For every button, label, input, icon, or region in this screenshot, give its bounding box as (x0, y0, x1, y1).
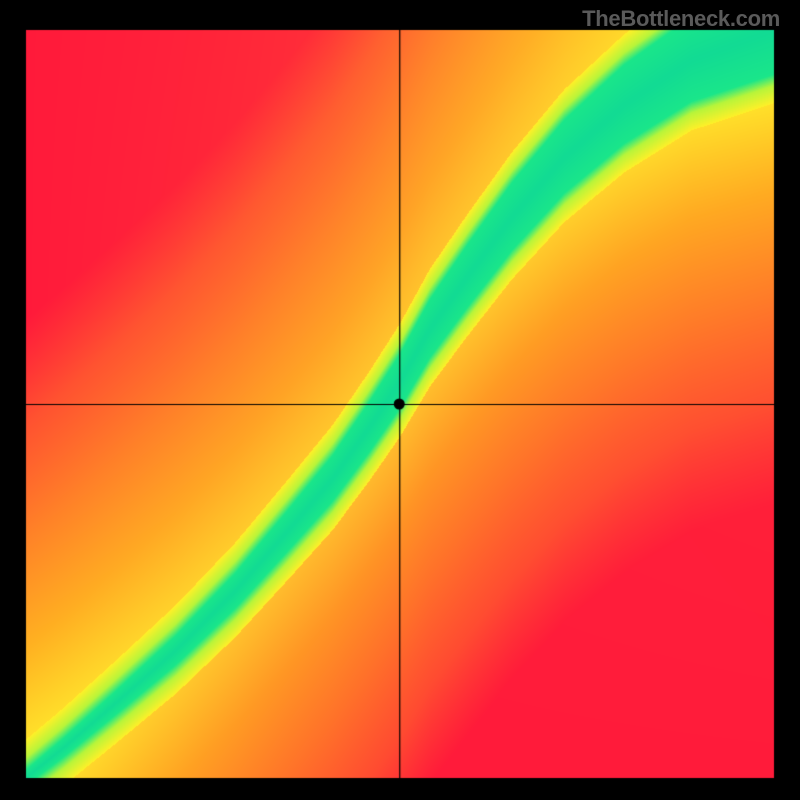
bottleneck-heatmap (0, 0, 800, 800)
chart-container: TheBottleneck.com (0, 0, 800, 800)
watermark-text: TheBottleneck.com (582, 6, 780, 32)
